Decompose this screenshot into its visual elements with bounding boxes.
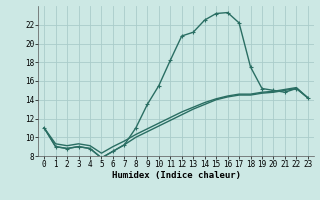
X-axis label: Humidex (Indice chaleur): Humidex (Indice chaleur) xyxy=(111,171,241,180)
